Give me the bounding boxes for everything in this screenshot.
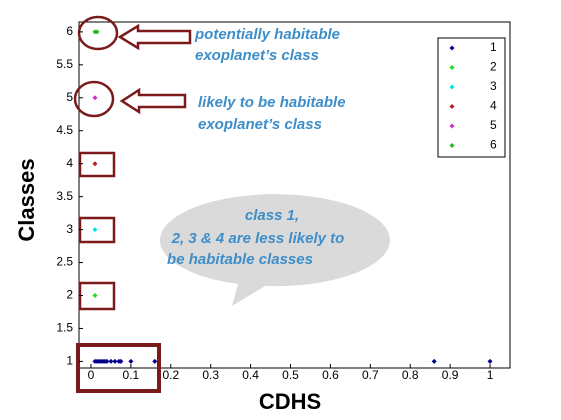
highlight-circle: [73, 80, 115, 118]
point: [487, 358, 493, 364]
x-tick-label: 0.5: [282, 368, 299, 382]
y-tick-label: 2.5: [56, 255, 73, 269]
point: [92, 227, 98, 233]
legend-label: 2: [490, 60, 497, 74]
x-axis-label: CDHS: [259, 389, 321, 414]
x-tick-label: 0.2: [162, 368, 179, 382]
point: [104, 358, 110, 364]
annotation: class 1,: [245, 207, 299, 224]
point: [128, 358, 134, 364]
y-tick-label: 5.5: [56, 57, 73, 71]
y-tick-label: 4: [66, 156, 73, 170]
legend-label: 4: [490, 99, 497, 113]
legend-marker: [449, 104, 455, 109]
legend-marker: [449, 45, 455, 51]
annotation: 2, 3 & 4 are less likely to: [171, 230, 345, 247]
y-tick-label: 3: [66, 222, 73, 236]
y-tick-label: 5: [66, 90, 73, 104]
point: [92, 293, 98, 299]
annotation: exoplanet’s class: [195, 47, 319, 64]
point: [94, 29, 100, 35]
y-axis-label: Classes: [14, 158, 39, 241]
annotation: be habitable classes: [167, 251, 313, 268]
x-tick-label: 0.4: [242, 368, 259, 382]
legend-marker: [449, 65, 455, 70]
point: [108, 358, 114, 364]
legend-label: 3: [490, 79, 497, 93]
legend-marker: [449, 84, 455, 90]
legend-marker: [449, 143, 455, 148]
point: [112, 358, 118, 364]
point: [152, 358, 158, 364]
annotation: likely to be habitable: [198, 94, 346, 111]
x-tick-label: 0: [88, 368, 95, 382]
x-tick-label: 0.9: [442, 368, 459, 382]
arrow: [117, 23, 192, 51]
x-tick-label: 0.1: [123, 368, 140, 382]
highlight-box: [76, 343, 161, 393]
point: [92, 95, 98, 101]
x-tick-label: 0.7: [362, 368, 379, 382]
y-tick-label: 4.5: [56, 123, 73, 137]
x-tick-label: 0.8: [402, 368, 419, 382]
legend-box: [437, 37, 506, 158]
y-tick-label: 1.5: [56, 321, 73, 335]
x-tick-label: 0.6: [322, 368, 339, 382]
x-tick-label: 1: [487, 368, 494, 382]
point: [118, 358, 124, 364]
point: [92, 161, 98, 167]
legend-label: 6: [490, 138, 497, 152]
x-tick-label: 0.3: [202, 368, 219, 382]
highlight-circle: [77, 15, 119, 51]
y-tick-label: 6: [66, 24, 73, 38]
highlight-box: [78, 151, 116, 178]
speech-bubble: [159, 194, 390, 306]
legend-label: 1: [490, 40, 497, 54]
arrow: [119, 87, 187, 115]
legend-marker: [449, 123, 455, 129]
annotation: exoplanet’s class: [198, 116, 322, 133]
point: [431, 358, 437, 364]
legend-label: 5: [490, 118, 497, 132]
y-tick-label: 3.5: [56, 189, 73, 203]
y-tick-label: 1: [66, 354, 73, 368]
annotation: potentially habitable: [194, 26, 340, 43]
y-tick-label: 2: [66, 288, 73, 302]
